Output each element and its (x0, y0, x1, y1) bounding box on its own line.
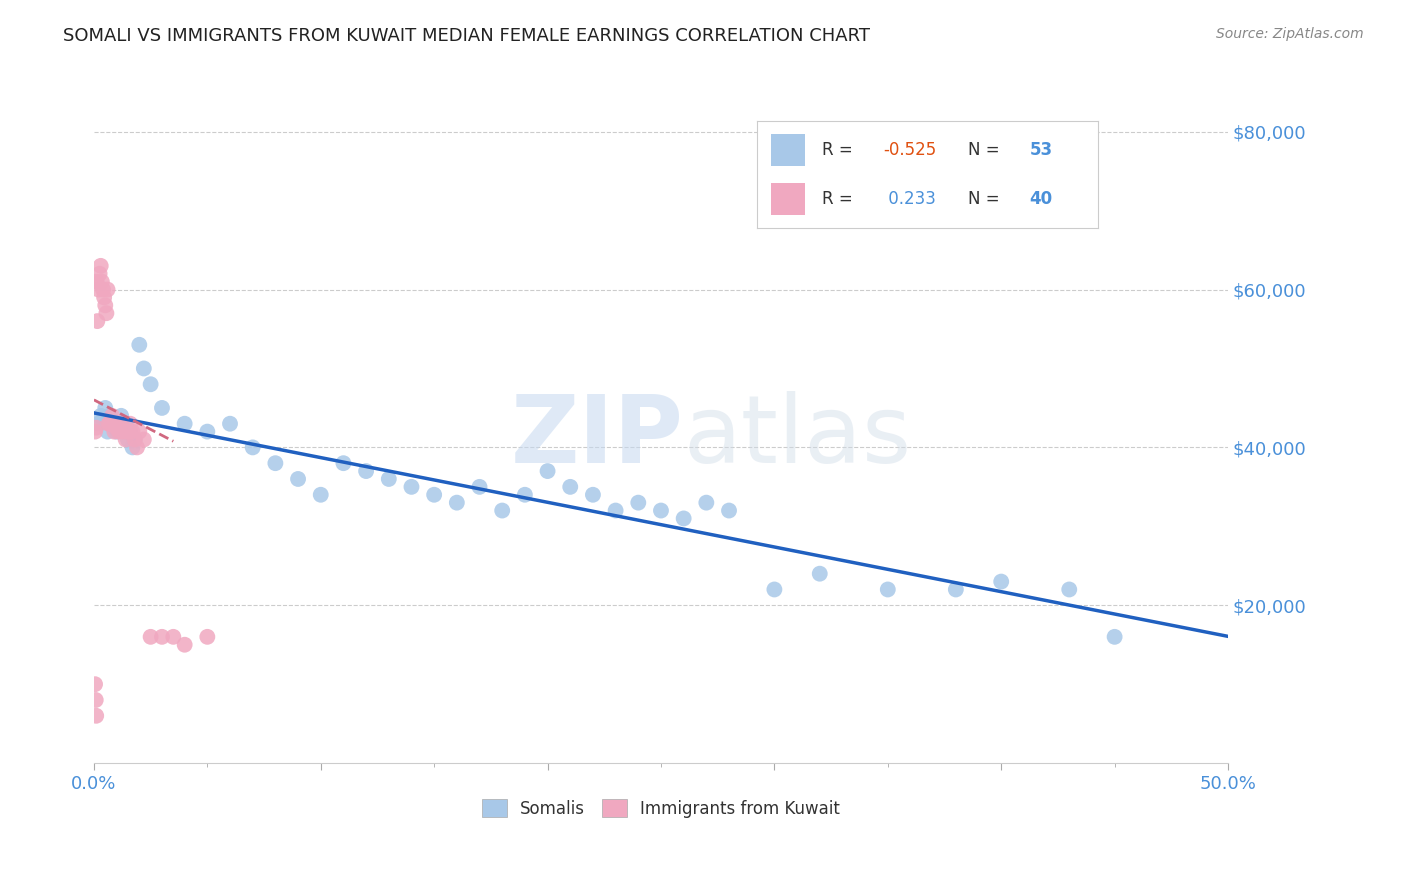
Point (121, 441, 143, 455)
Point (84, 693, 107, 707)
Point (195, 425, 218, 439)
Point (808, 566, 831, 581)
Point (89, 267, 111, 281)
Point (103, 420, 125, 434)
Point (173, 638, 195, 652)
Point (763, 582, 786, 597)
Point (90, 275, 112, 289)
Point (945, 582, 967, 597)
Point (112, 425, 135, 439)
Point (513, 488, 536, 502)
Point (90, 259, 112, 273)
Point (86, 314, 108, 328)
Point (1104, 630, 1126, 644)
Point (150, 401, 173, 415)
Text: atlas: atlas (683, 391, 912, 483)
Point (173, 417, 195, 431)
Point (86, 275, 108, 289)
Point (876, 582, 898, 597)
Point (120, 425, 142, 439)
Point (91, 413, 114, 427)
Point (114, 417, 136, 431)
Point (87, 417, 110, 431)
Point (560, 480, 582, 494)
Point (110, 417, 132, 431)
Point (1057, 582, 1080, 597)
Point (114, 433, 136, 447)
Point (84, 425, 107, 439)
Text: Source: ZipAtlas.com: Source: ZipAtlas.com (1216, 27, 1364, 41)
Text: SOMALI VS IMMIGRANTS FROM KUWAIT MEDIAN FEMALE EARNINGS CORRELATION CHART: SOMALI VS IMMIGRANTS FROM KUWAIT MEDIAN … (63, 27, 870, 45)
Point (108, 425, 131, 439)
Point (90, 409, 112, 423)
Point (423, 488, 446, 502)
Point (264, 456, 287, 470)
Point (105, 425, 128, 439)
Point (120, 417, 142, 431)
Point (162, 630, 184, 644)
Point (332, 456, 354, 470)
Point (139, 630, 162, 644)
Point (93, 290, 115, 304)
Point (84, 708, 107, 723)
Point (112, 425, 135, 439)
Point (110, 409, 132, 423)
Text: ZIP: ZIP (510, 391, 683, 483)
Point (468, 480, 491, 494)
Point (94, 298, 117, 312)
Point (401, 480, 423, 494)
Point (242, 441, 264, 455)
Point (354, 464, 377, 478)
Point (287, 472, 309, 486)
Point (96, 425, 118, 439)
Point (96, 283, 118, 297)
Point (105, 420, 128, 434)
Point (104, 417, 127, 431)
Point (139, 377, 162, 392)
Point (103, 417, 125, 431)
Point (627, 496, 650, 510)
Point (117, 425, 139, 439)
Point (103, 425, 125, 439)
Point (536, 464, 558, 478)
Point (100, 417, 122, 431)
Point (582, 488, 605, 502)
Point (990, 574, 1012, 589)
Point (650, 503, 672, 517)
Point (124, 433, 146, 447)
Point (97, 417, 120, 431)
Point (132, 361, 155, 376)
Point (87, 283, 110, 297)
Point (91, 283, 114, 297)
Point (101, 417, 124, 431)
Point (309, 488, 332, 502)
Point (150, 630, 173, 644)
Point (695, 496, 717, 510)
Point (98, 417, 121, 431)
Point (195, 630, 218, 644)
Point (132, 433, 155, 447)
Point (446, 496, 468, 510)
Point (84, 420, 107, 434)
Point (96, 306, 118, 320)
Point (378, 472, 401, 486)
Point (101, 409, 124, 423)
Point (125, 441, 148, 455)
Point (94, 401, 117, 415)
Point (128, 425, 150, 439)
Point (128, 338, 150, 352)
Point (117, 433, 139, 447)
Point (124, 433, 146, 447)
Point (121, 425, 143, 439)
Point (219, 417, 242, 431)
Point (84, 677, 107, 691)
Legend: Somalis, Immigrants from Kuwait: Somalis, Immigrants from Kuwait (475, 793, 846, 824)
Point (605, 503, 627, 517)
Point (108, 417, 131, 431)
Point (491, 503, 513, 517)
Point (672, 511, 695, 525)
Point (718, 503, 741, 517)
Point (98, 409, 121, 423)
